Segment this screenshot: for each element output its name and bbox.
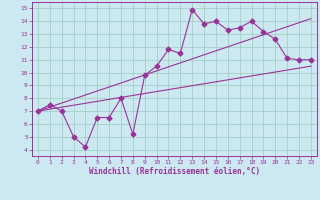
X-axis label: Windchill (Refroidissement éolien,°C): Windchill (Refroidissement éolien,°C)	[89, 167, 260, 176]
